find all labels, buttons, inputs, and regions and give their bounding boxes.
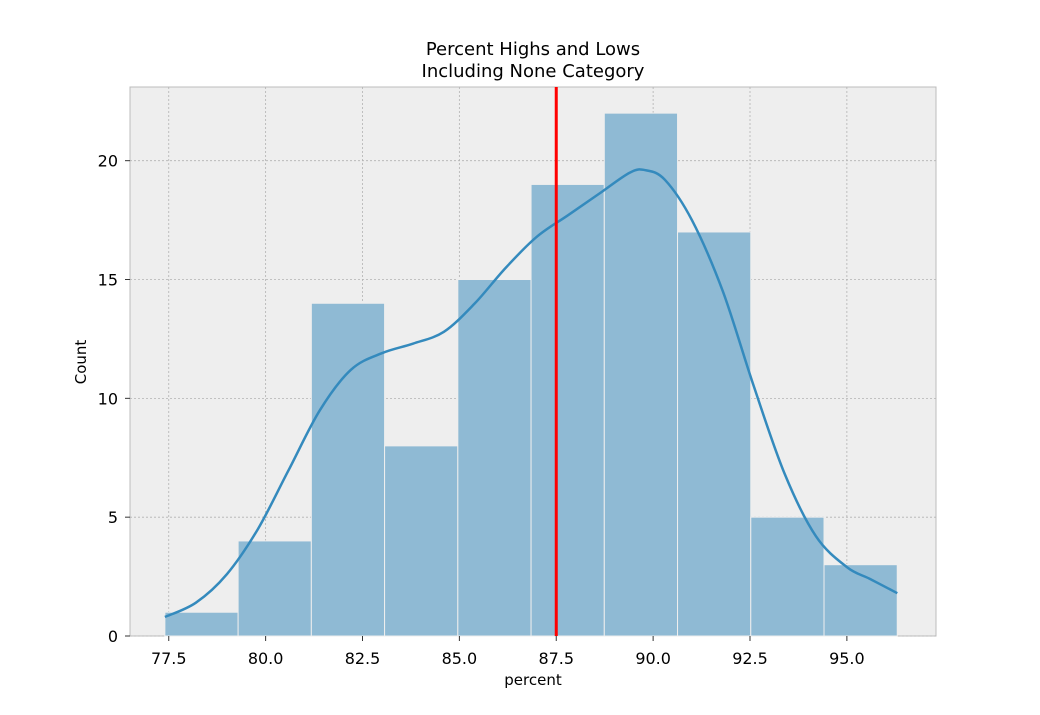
histogram-bar bbox=[164, 611, 239, 637]
x-tick-label: 92.5 bbox=[732, 649, 768, 668]
chart-subtitle: Including None Category bbox=[422, 61, 645, 82]
y-tick-label: 15 bbox=[98, 271, 118, 290]
histogram-bar bbox=[457, 279, 532, 637]
x-tick-label: 85.0 bbox=[442, 649, 478, 668]
x-tick-label: 80.0 bbox=[248, 649, 284, 668]
y-tick-label: 5 bbox=[108, 508, 118, 527]
histogram-bar bbox=[677, 231, 752, 637]
histogram-bar bbox=[603, 112, 679, 637]
chart-title: Percent Highs and Lows bbox=[426, 39, 640, 60]
histogram-bar bbox=[823, 564, 898, 637]
y-axis-label: Count bbox=[72, 340, 90, 385]
histogram-bar bbox=[310, 302, 386, 637]
y-tick-label: 10 bbox=[98, 389, 118, 408]
x-tick-label: 87.5 bbox=[538, 649, 574, 668]
histogram-bar bbox=[384, 445, 459, 637]
x-tick-label: 77.5 bbox=[151, 649, 187, 668]
axis-ticks: 77.5 80.0 82.5 85.0 87.5 90.0 92.5 95.0 0 5 10 15 20 bbox=[98, 152, 865, 668]
histogram-bar bbox=[750, 516, 825, 637]
histogram-bar bbox=[237, 540, 312, 637]
x-tick-label: 95.0 bbox=[829, 649, 865, 668]
histogram-bar bbox=[530, 183, 605, 637]
y-tick-label: 20 bbox=[98, 152, 118, 171]
kde-curve bbox=[164, 168, 898, 619]
x-tick-label: 82.5 bbox=[345, 649, 381, 668]
histogram-bars bbox=[164, 112, 898, 637]
kde-curve-layer bbox=[164, 168, 898, 619]
x-axis-label: percent bbox=[504, 671, 562, 689]
x-tick-label: 90.0 bbox=[635, 649, 671, 668]
y-tick-label: 0 bbox=[108, 627, 118, 646]
